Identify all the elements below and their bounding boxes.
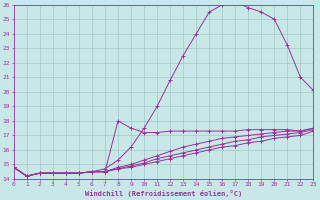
X-axis label: Windchill (Refroidissement éolien,°C): Windchill (Refroidissement éolien,°C) — [85, 190, 242, 197]
